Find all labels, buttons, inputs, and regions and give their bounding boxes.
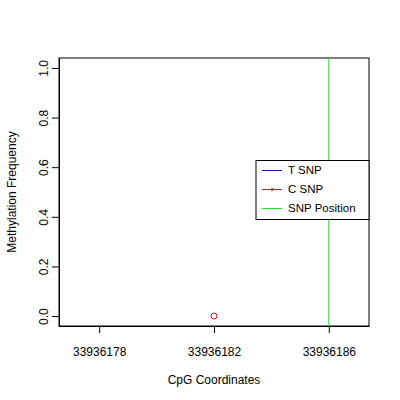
y-tick-label: 1.0 bbox=[37, 60, 51, 77]
y-tick: 0.4 bbox=[37, 209, 59, 226]
y-tick-label: 0.6 bbox=[37, 159, 51, 176]
x-axis: 33936178 33936182 33936186 bbox=[60, 326, 370, 359]
legend-label: T SNP bbox=[288, 164, 322, 176]
x-tick-label: 33936178 bbox=[73, 345, 127, 359]
y-tick-mark bbox=[52, 118, 59, 119]
legend-swatch bbox=[262, 208, 282, 209]
chart: 33936178 33936182 33936186 0.0 0.2 0.4 0.6 0.8 1… bbox=[0, 0, 400, 400]
x-tick-mark bbox=[214, 326, 215, 333]
legend-box bbox=[256, 161, 369, 220]
x-tick-label: 33936182 bbox=[188, 345, 242, 359]
y-tick-mark bbox=[52, 167, 59, 168]
y-tick: 0.2 bbox=[37, 258, 59, 275]
y-tick-mark bbox=[52, 316, 59, 317]
x-tick-mark bbox=[99, 326, 100, 333]
x-tick: 33936178 bbox=[73, 326, 127, 359]
x-tick-label: 33936186 bbox=[303, 345, 357, 359]
y-tick-mark bbox=[52, 68, 59, 69]
y-axis-line bbox=[59, 59, 60, 327]
legend-marker bbox=[271, 189, 273, 191]
x-axis-title: CpG Coordinates bbox=[168, 373, 261, 387]
y-tick-label: 0.4 bbox=[37, 209, 51, 226]
data-point bbox=[211, 313, 217, 319]
y-tick-label: 0.0 bbox=[37, 308, 51, 325]
x-tick-mark bbox=[329, 326, 330, 333]
legend-label: C SNP bbox=[288, 183, 323, 195]
y-tick: 0.0 bbox=[37, 308, 59, 325]
y-axis-title: Methylation Frequency bbox=[5, 131, 19, 252]
legend-swatch bbox=[262, 189, 282, 190]
y-tick-label: 0.8 bbox=[37, 109, 51, 126]
y-tick-mark bbox=[52, 266, 59, 267]
legend-label: SNP Position bbox=[288, 202, 356, 214]
x-tick: 33936182 bbox=[188, 326, 242, 359]
y-axis: 0.0 0.2 0.4 0.6 0.8 1.0 bbox=[37, 59, 59, 327]
y-tick-label: 0.2 bbox=[37, 258, 51, 275]
legend: T SNP C SNP SNP Position bbox=[256, 161, 369, 220]
legend-swatch bbox=[262, 170, 282, 171]
x-tick: 33936186 bbox=[303, 326, 357, 359]
y-tick: 0.8 bbox=[37, 109, 59, 126]
plot-frame bbox=[59, 58, 369, 326]
y-tick: 0.6 bbox=[37, 159, 59, 176]
y-tick: 1.0 bbox=[37, 60, 59, 77]
y-tick-mark bbox=[52, 217, 59, 218]
